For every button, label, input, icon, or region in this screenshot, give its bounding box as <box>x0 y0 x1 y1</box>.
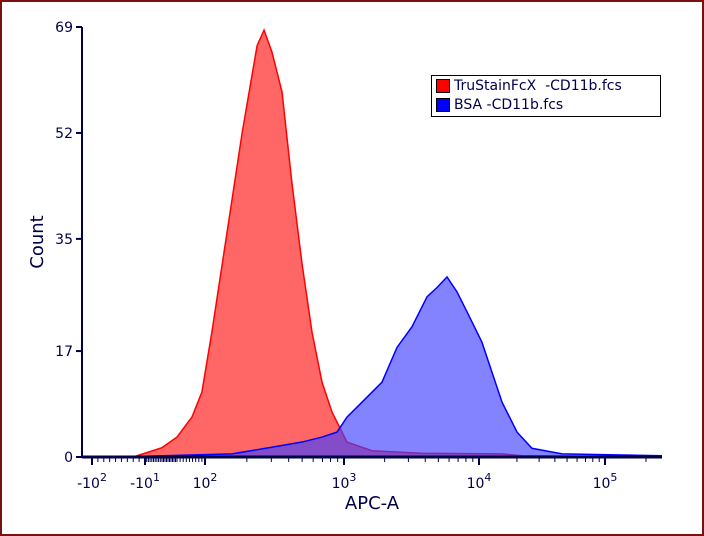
series-fill-0 <box>133 30 662 457</box>
y-tick-label: 69 <box>55 20 73 36</box>
legend-swatch-blue <box>436 97 450 112</box>
y-tick-label: 35 <box>55 232 73 248</box>
x-tick-label: 104 <box>467 471 492 492</box>
x-tick-label: -102 <box>77 471 107 492</box>
x-tick-label: -101 <box>130 471 160 492</box>
x-tick-label: 105 <box>593 471 618 492</box>
x-axis-label: APC-A <box>345 493 400 514</box>
legend-item: BSA -CD11b.fcs <box>432 95 660 114</box>
legend-label: BSA -CD11b.fcs <box>454 96 564 113</box>
y-axis-label: Count <box>27 215 48 268</box>
legend: TruStainFcX -CD11b.fcs BSA -CD11b.fcs <box>431 75 661 117</box>
legend-label: TruStainFcX -CD11b.fcs <box>454 77 622 94</box>
legend-swatch-red <box>436 78 450 93</box>
y-tick-label: 17 <box>55 344 73 360</box>
y-tick-label: 52 <box>55 126 73 142</box>
legend-item: TruStainFcX -CD11b.fcs <box>432 76 660 95</box>
x-tick-label: 103 <box>332 471 357 492</box>
series-line-1 <box>115 275 663 458</box>
y-tick-label: 0 <box>64 450 73 466</box>
x-tick-label: 102 <box>193 471 218 492</box>
